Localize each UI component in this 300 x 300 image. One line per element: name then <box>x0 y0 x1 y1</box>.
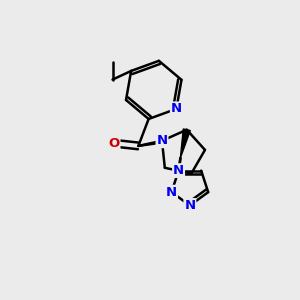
Text: O: O <box>108 137 120 150</box>
Text: N: N <box>166 186 177 199</box>
Text: N: N <box>156 134 167 147</box>
Polygon shape <box>180 129 190 158</box>
Text: N: N <box>173 164 184 177</box>
Text: N: N <box>171 102 182 116</box>
Text: N: N <box>184 199 195 212</box>
